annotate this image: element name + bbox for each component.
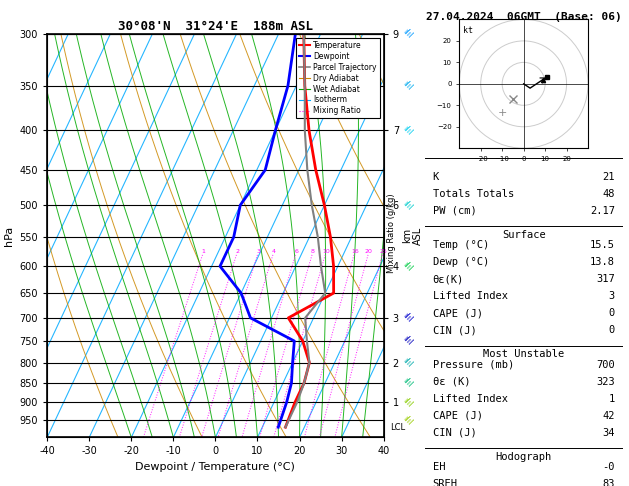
Text: 10: 10: [322, 249, 330, 255]
Text: 16: 16: [351, 249, 359, 255]
Text: ılıl: ılıl: [401, 356, 414, 369]
Text: ılıl: ılıl: [401, 377, 414, 389]
Text: PW (cm): PW (cm): [433, 206, 476, 216]
Text: 25: 25: [379, 249, 387, 255]
Text: θε (K): θε (K): [433, 377, 470, 387]
Text: 20: 20: [365, 249, 373, 255]
Text: 3: 3: [608, 291, 615, 301]
Text: 700: 700: [596, 360, 615, 370]
Text: CAPE (J): CAPE (J): [433, 309, 482, 318]
Text: Mixing Ratio (g/kg): Mixing Ratio (g/kg): [387, 193, 396, 273]
Text: 8: 8: [311, 249, 314, 255]
Text: CIN (J): CIN (J): [433, 326, 476, 335]
Text: EH: EH: [433, 462, 445, 472]
Text: ılıl: ılıl: [401, 124, 414, 137]
Text: 27.04.2024  06GMT  (Base: 06): 27.04.2024 06GMT (Base: 06): [426, 12, 622, 22]
Text: ılıl: ılıl: [401, 199, 414, 212]
Text: 83: 83: [603, 479, 615, 486]
Text: Dewp (°C): Dewp (°C): [433, 257, 489, 267]
Text: 1: 1: [608, 394, 615, 404]
Text: 317: 317: [596, 274, 615, 284]
Text: ılıl: ılıl: [401, 28, 414, 40]
Text: 6: 6: [294, 249, 298, 255]
Text: CAPE (J): CAPE (J): [433, 411, 482, 421]
Title: 30°08'N  31°24'E  188m ASL: 30°08'N 31°24'E 188m ASL: [118, 20, 313, 33]
Text: CIN (J): CIN (J): [433, 428, 476, 438]
Text: Lifted Index: Lifted Index: [433, 291, 508, 301]
Y-axis label: hPa: hPa: [4, 226, 14, 246]
Text: 0: 0: [608, 309, 615, 318]
Text: SREH: SREH: [433, 479, 457, 486]
Text: 2.17: 2.17: [590, 206, 615, 216]
Text: 13.8: 13.8: [590, 257, 615, 267]
Legend: Temperature, Dewpoint, Parcel Trajectory, Dry Adiabat, Wet Adiabat, Isotherm, Mi: Temperature, Dewpoint, Parcel Trajectory…: [296, 38, 380, 119]
Text: 3: 3: [257, 249, 260, 255]
Text: ılıl: ılıl: [401, 260, 414, 273]
Text: kt: kt: [463, 26, 473, 35]
Text: LCL: LCL: [391, 423, 406, 432]
Text: 1: 1: [201, 249, 206, 255]
Text: 48: 48: [603, 189, 615, 199]
Text: ılıl: ılıl: [401, 79, 414, 92]
Text: Surface: Surface: [502, 230, 545, 240]
Text: θε(K): θε(K): [433, 274, 464, 284]
Text: 2: 2: [235, 249, 240, 255]
Text: ılıl: ılıl: [401, 396, 414, 409]
Text: 0: 0: [608, 326, 615, 335]
Text: 4: 4: [272, 249, 276, 255]
Text: 21: 21: [603, 172, 615, 182]
Text: K: K: [433, 172, 439, 182]
Y-axis label: km
ASL: km ASL: [402, 226, 423, 245]
Text: Pressure (mb): Pressure (mb): [433, 360, 514, 370]
Text: 34: 34: [603, 428, 615, 438]
Text: ılıl: ılıl: [401, 334, 414, 347]
Text: Most Unstable: Most Unstable: [483, 349, 564, 359]
Text: Totals Totals: Totals Totals: [433, 189, 514, 199]
Text: -0: -0: [603, 462, 615, 472]
X-axis label: Dewpoint / Temperature (°C): Dewpoint / Temperature (°C): [135, 462, 296, 472]
Text: +: +: [498, 108, 507, 118]
Text: Temp (°C): Temp (°C): [433, 240, 489, 250]
Text: 323: 323: [596, 377, 615, 387]
Text: 15.5: 15.5: [590, 240, 615, 250]
Text: ılıl: ılıl: [401, 414, 414, 427]
Text: ılıl: ılıl: [401, 312, 414, 325]
Text: 42: 42: [603, 411, 615, 421]
Text: Lifted Index: Lifted Index: [433, 394, 508, 404]
Text: Hodograph: Hodograph: [496, 452, 552, 462]
